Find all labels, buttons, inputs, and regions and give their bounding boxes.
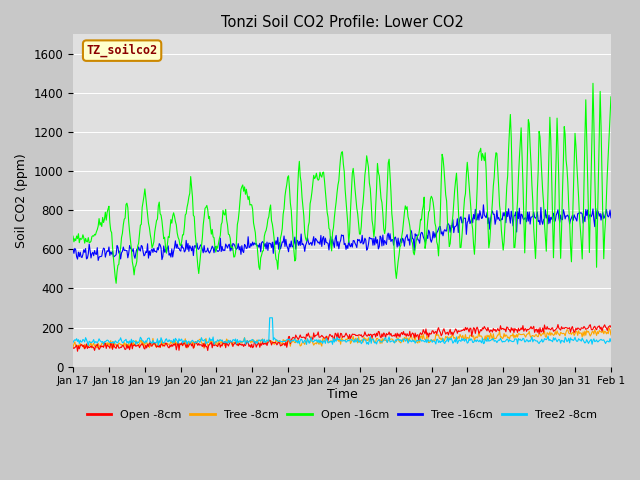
Y-axis label: Soil CO2 (ppm): Soil CO2 (ppm): [15, 153, 28, 248]
X-axis label: Time: Time: [326, 388, 357, 401]
Text: TZ_soilco2: TZ_soilco2: [86, 44, 157, 57]
Title: Tonzi Soil CO2 Profile: Lower CO2: Tonzi Soil CO2 Profile: Lower CO2: [221, 15, 463, 30]
Legend: Open -8cm, Tree -8cm, Open -16cm, Tree -16cm, Tree2 -8cm: Open -8cm, Tree -8cm, Open -16cm, Tree -…: [83, 406, 602, 424]
